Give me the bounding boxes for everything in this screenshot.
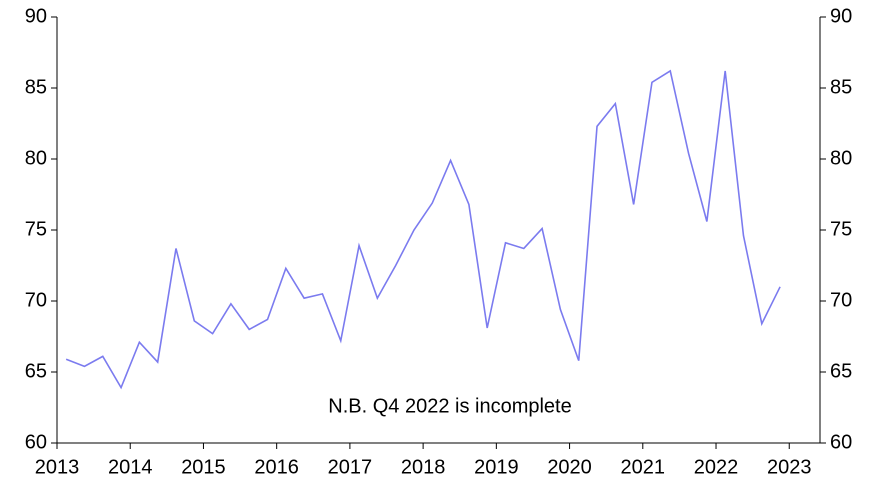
y-tick-label: 65 bbox=[25, 360, 47, 382]
y2-tick-label: 70 bbox=[830, 289, 852, 311]
x-tick-label: 2018 bbox=[401, 456, 446, 478]
y2-tick-label: 80 bbox=[830, 147, 852, 169]
x-tick-label: 2023 bbox=[767, 456, 812, 478]
y-tick-label: 70 bbox=[25, 289, 47, 311]
x-tick-label: 2019 bbox=[474, 456, 519, 478]
x-tick-label: 2014 bbox=[108, 456, 153, 478]
x-tick-label: 2020 bbox=[547, 456, 592, 478]
x-tick-label: 2022 bbox=[694, 456, 739, 478]
annotation: N.B. Q4 2022 is incomplete bbox=[328, 395, 571, 417]
x-tick-label: 2017 bbox=[328, 456, 373, 478]
y-tick-label: 60 bbox=[25, 431, 47, 453]
y2-tick-label: 60 bbox=[830, 431, 852, 453]
line bbox=[65, 69, 781, 390]
y2-tick-label: 65 bbox=[830, 360, 852, 382]
x-tick-label: 2021 bbox=[621, 456, 666, 478]
y-tick-label: 90 bbox=[25, 5, 47, 27]
y-tick-label: 75 bbox=[25, 218, 47, 240]
y2-tick-label: 85 bbox=[830, 76, 852, 98]
y2-tick-label: 75 bbox=[830, 218, 852, 240]
x-tick-label: 2016 bbox=[254, 456, 299, 478]
y-tick-label: 80 bbox=[25, 147, 47, 169]
x-tick-label: 2013 bbox=[35, 456, 80, 478]
x-tick-label: 2015 bbox=[181, 456, 226, 478]
y-tick-label: 85 bbox=[25, 76, 47, 98]
y2-tick-label: 90 bbox=[830, 5, 852, 27]
